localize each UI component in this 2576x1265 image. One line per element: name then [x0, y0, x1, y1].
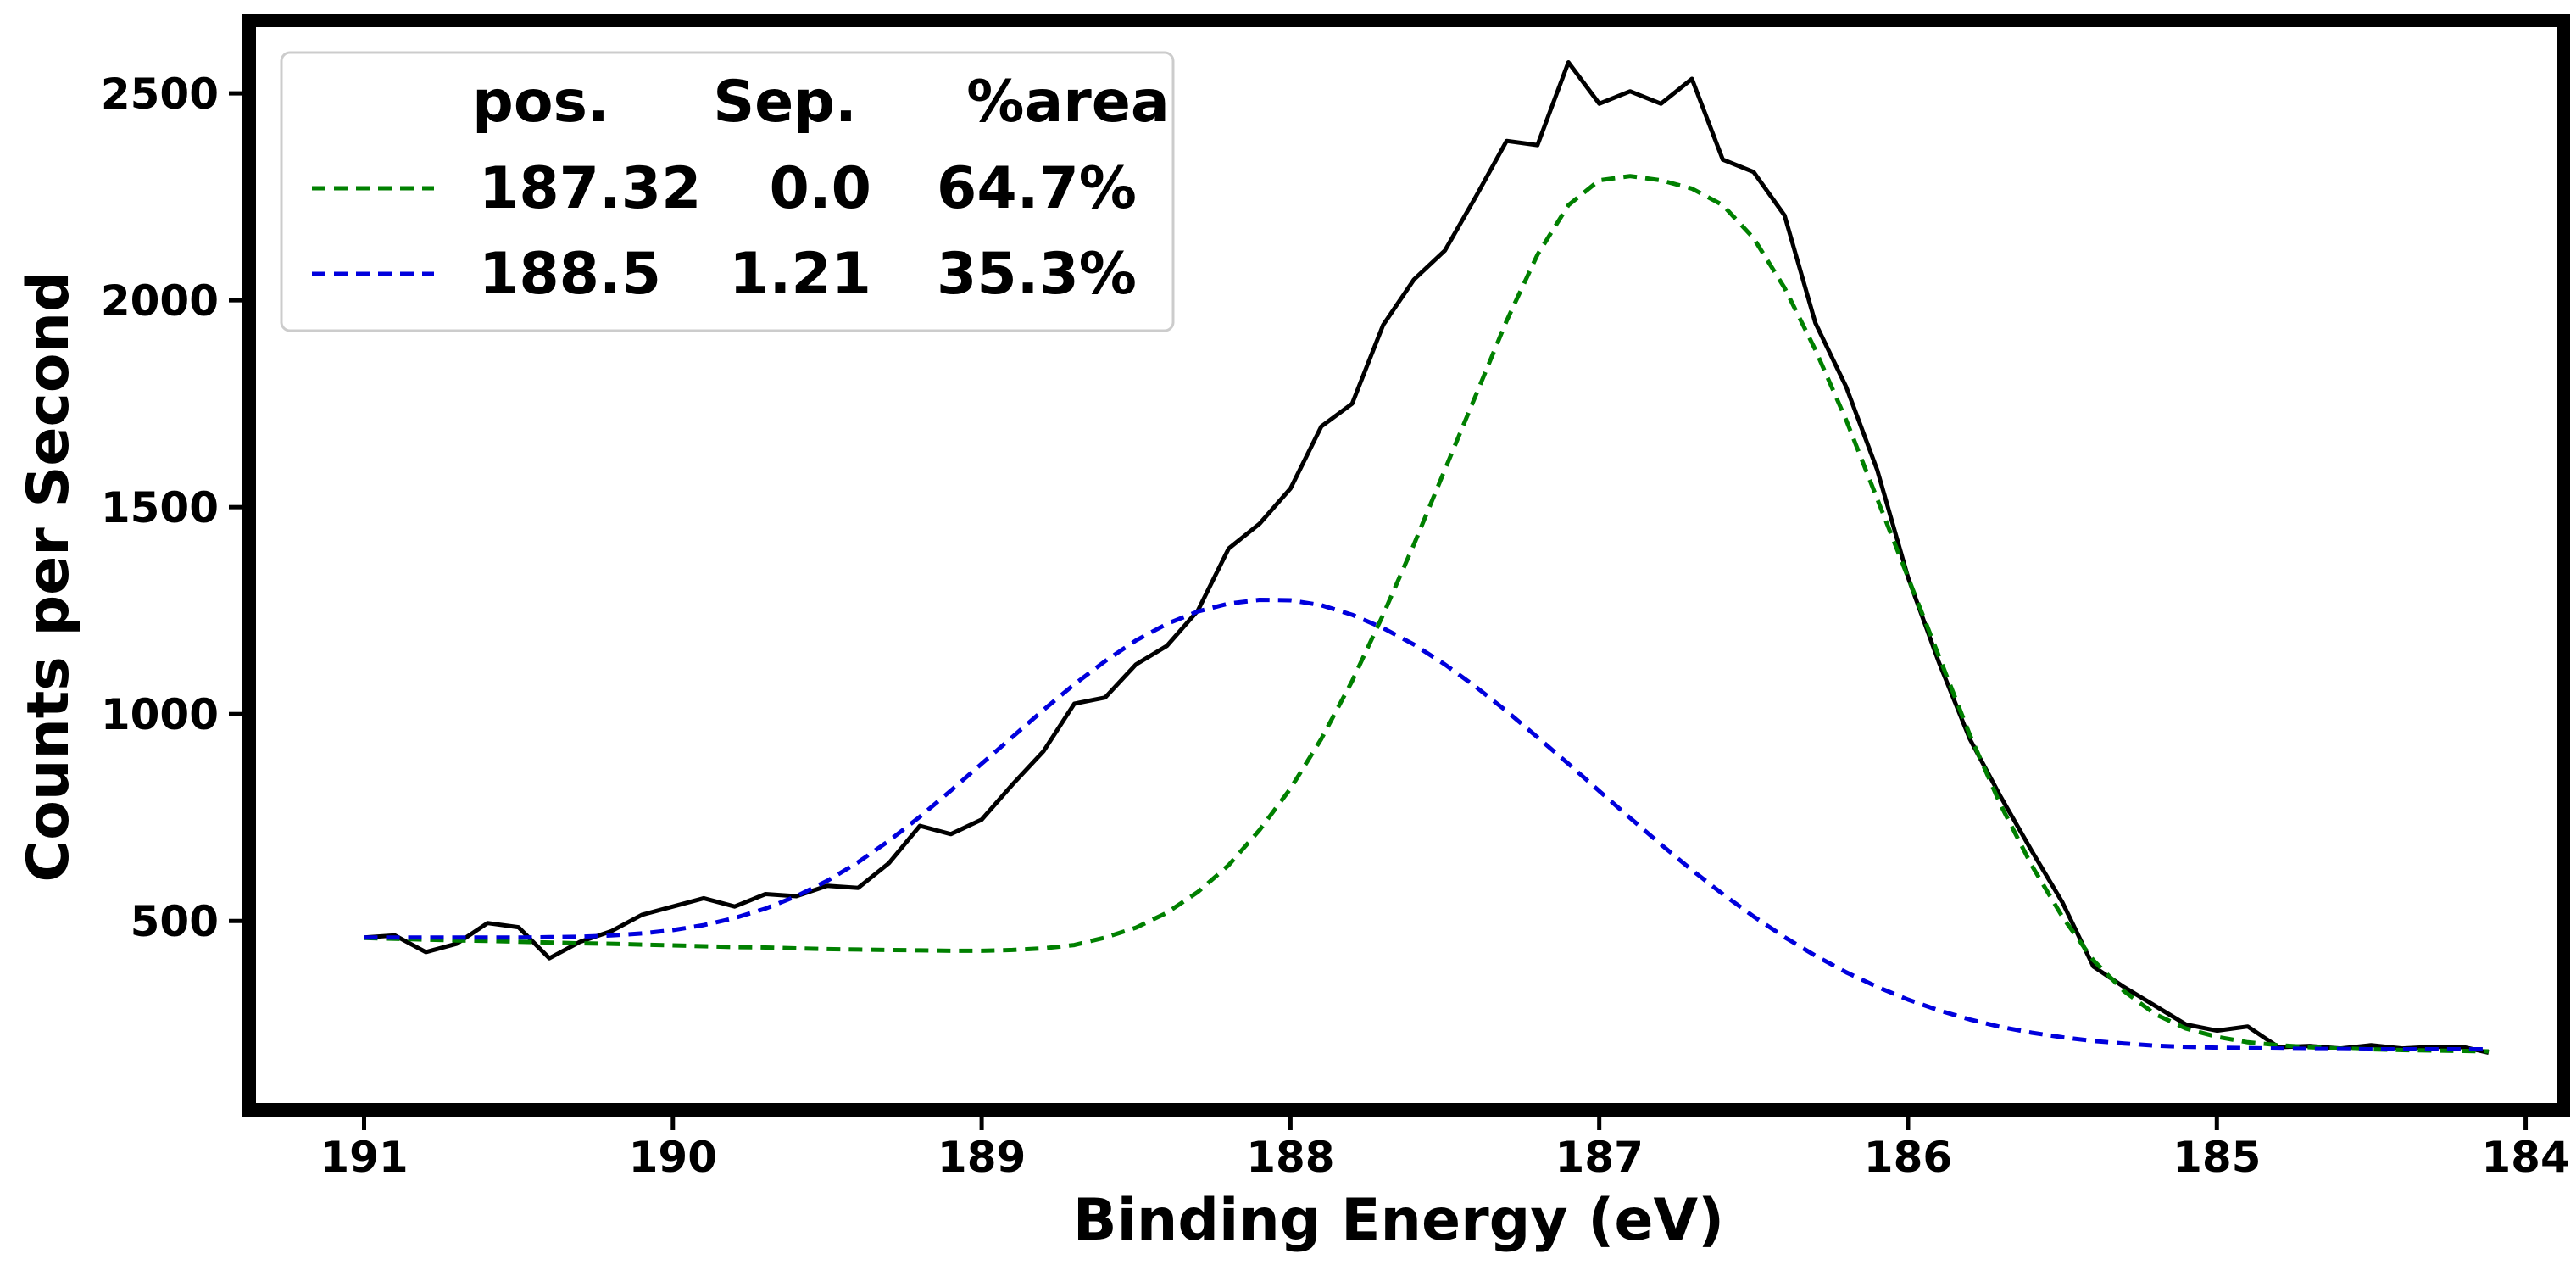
data-line: [364, 60, 2490, 1055]
tick-layer: 191 190 189 188 187 186 185 184 500 1000 1500 2000 2…: [101, 70, 2570, 1182]
legend-row-2-sep: 1.21: [729, 241, 871, 308]
legend-box: [280, 51, 1175, 332]
x-tick-label: 186: [1864, 1133, 1952, 1182]
legend-row-2-pos: 188.5: [479, 241, 661, 308]
y-tick-label: 2500: [101, 70, 219, 119]
legend-header-area: %area: [966, 69, 1170, 136]
x-tick-label: 189: [937, 1133, 1026, 1182]
legend: pos. Sep. %area 187.32 0.0 64.7% 188.5 1…: [280, 51, 1175, 332]
y-tick-label: 500: [131, 897, 219, 946]
y-tick-label: 1000: [101, 690, 219, 739]
legend-row-1-pos: 187.32: [479, 155, 701, 222]
x-axis-label: Binding Energy (eV): [1073, 1187, 1724, 1254]
x-tick-label: 187: [1555, 1133, 1643, 1182]
y-tick-label: 1500: [101, 483, 219, 532]
legend-header-sep: Sep.: [713, 69, 857, 136]
y-axis-label: Counts per Second: [15, 270, 82, 882]
legend-row-2-area: 35.3%: [937, 241, 1137, 308]
x-tick-label: 191: [320, 1133, 408, 1182]
fit-blue-line: [364, 598, 2489, 1051]
legend-header-pos: pos.: [472, 69, 609, 136]
x-tick-label: 185: [2173, 1133, 2261, 1182]
y-tick-label: 2000: [101, 276, 219, 326]
x-tick-label: 188: [1246, 1133, 1334, 1182]
plot-frame: [242, 14, 2570, 1117]
legend-row-1-sep: 0.0: [770, 155, 871, 222]
x-tick-label: 184: [2481, 1133, 2569, 1182]
legend-row-1-area: 64.7%: [937, 155, 1137, 222]
fit-green-line: [364, 174, 2489, 1054]
x-tick-label: 190: [629, 1133, 717, 1182]
series-layer: [364, 60, 2490, 1055]
